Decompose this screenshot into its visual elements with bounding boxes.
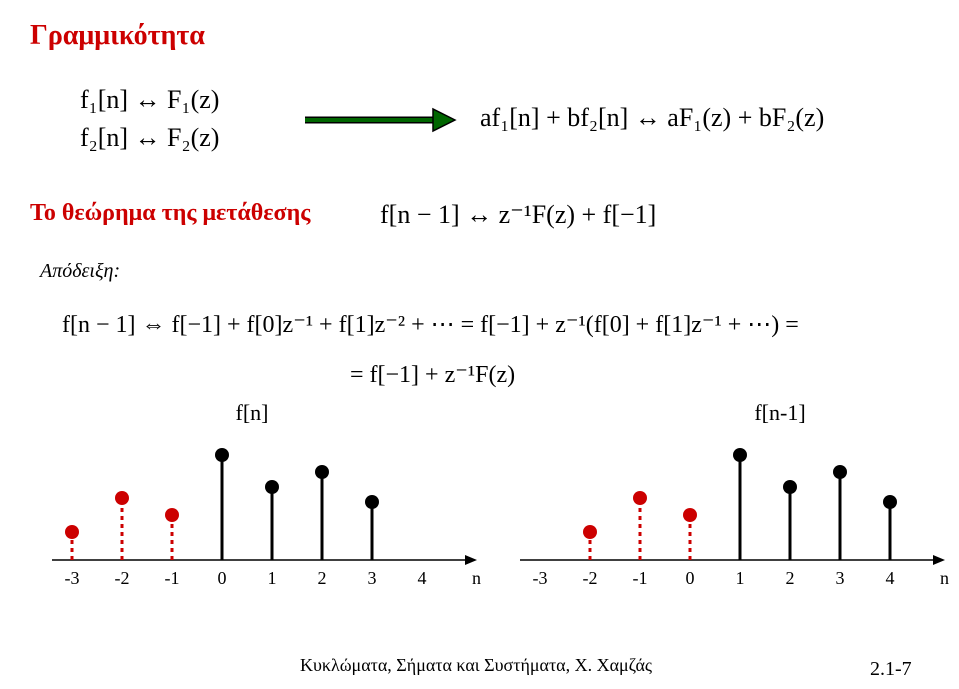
svg-text:n: n xyxy=(472,568,481,588)
svg-text:2: 2 xyxy=(318,568,327,588)
svg-text:1: 1 xyxy=(268,568,277,588)
svg-text:3: 3 xyxy=(836,568,845,588)
svg-text:0: 0 xyxy=(218,568,227,588)
svg-text:-2: -2 xyxy=(115,568,130,588)
graphics-layer: -3 -2 -1 0 1 2 3 4 n f[n] -3 -2 -1 0 1 2 3 4 n f[n-1] xyxy=(0,0,959,689)
svg-text:3: 3 xyxy=(368,568,377,588)
svg-text:-3: -3 xyxy=(65,568,80,588)
svg-text:2: 2 xyxy=(786,568,795,588)
svg-text:-3: -3 xyxy=(533,568,548,588)
svg-text:f[n-1]: f[n-1] xyxy=(754,400,805,425)
svg-text:0: 0 xyxy=(686,568,695,588)
svg-text:f[n]: f[n] xyxy=(236,400,269,425)
svg-text:-1: -1 xyxy=(633,568,648,588)
svg-text:-1: -1 xyxy=(165,568,180,588)
svg-text:-2: -2 xyxy=(583,568,598,588)
svg-text:4: 4 xyxy=(418,568,427,588)
svg-text:n: n xyxy=(940,568,949,588)
svg-text:1: 1 xyxy=(736,568,745,588)
svg-text:4: 4 xyxy=(886,568,895,588)
